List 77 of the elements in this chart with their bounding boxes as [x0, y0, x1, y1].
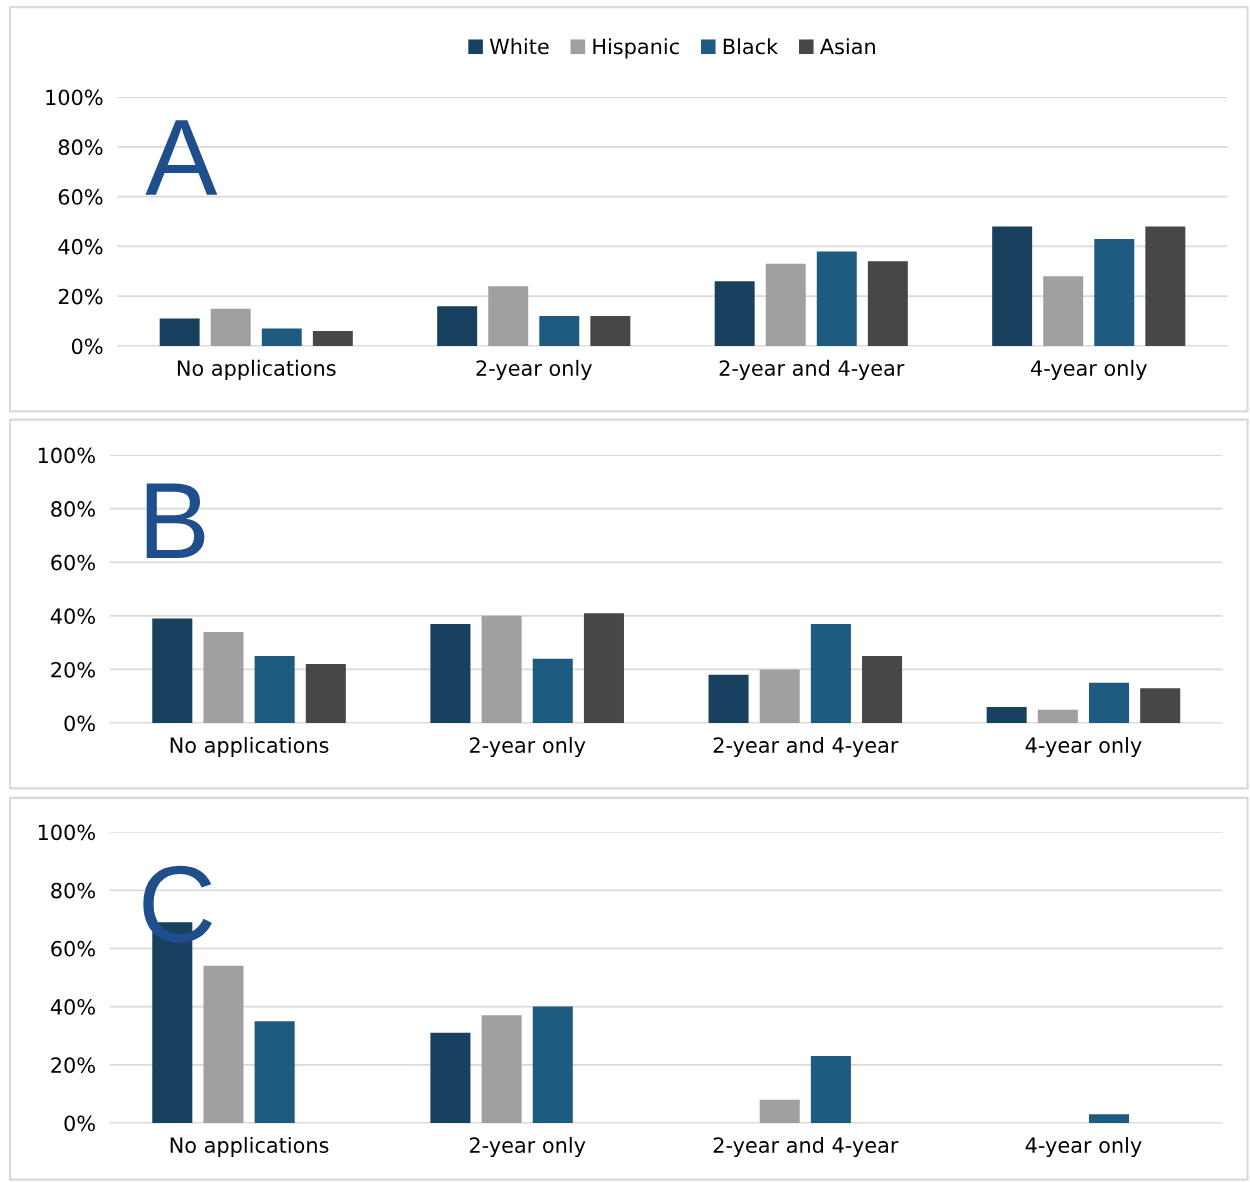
bar — [210, 308, 251, 346]
bar — [203, 965, 244, 1124]
y-tick-label: 40% — [50, 608, 95, 625]
bar — [539, 316, 580, 346]
bar — [430, 1032, 471, 1124]
bar — [867, 261, 908, 346]
bar — [759, 669, 800, 724]
bar — [1145, 226, 1186, 346]
bar — [159, 318, 200, 346]
bar — [532, 658, 573, 724]
annotation: B — [146, 483, 205, 559]
y-tick-label: 60% — [58, 189, 103, 205]
y-tick-label: 100% — [38, 824, 95, 841]
y-tick-label: 60% — [51, 940, 95, 957]
y-tick-label: 0% — [64, 715, 95, 732]
bar — [305, 664, 346, 724]
bar — [481, 1015, 522, 1124]
bar — [1043, 276, 1084, 346]
y-tick-label: 80% — [58, 139, 103, 156]
legend-label: White — [489, 38, 549, 55]
y-tick-label: 40% — [58, 238, 103, 255]
annotation: A — [145, 120, 218, 195]
bar — [583, 613, 624, 724]
bar — [1089, 682, 1130, 724]
y-tick-label: 80% — [51, 882, 95, 899]
bar — [430, 623, 471, 724]
x-tick-label: 2-year only — [469, 1136, 586, 1158]
bar — [590, 316, 631, 346]
bar — [765, 263, 806, 346]
x-tick-label: No applications — [170, 736, 329, 758]
bar — [261, 328, 302, 346]
bar — [532, 1006, 573, 1124]
bar — [1089, 1114, 1130, 1124]
bar — [1037, 709, 1078, 724]
x-tick-label: 2-year and 4-year — [713, 1136, 899, 1158]
y-tick-label: 20% — [51, 1057, 95, 1074]
y-tick-label: 40% — [50, 999, 95, 1015]
y-tick-label: 0% — [71, 338, 103, 355]
bar — [1140, 688, 1181, 724]
bar — [203, 631, 244, 724]
x-tick-label: 4-year only — [1025, 736, 1142, 758]
x-tick-label: 2-year only — [469, 736, 586, 758]
x-tick-label: No applications — [177, 359, 336, 381]
bar — [708, 674, 749, 724]
bar — [152, 618, 193, 724]
bar — [437, 306, 478, 346]
y-tick-label: 0% — [64, 1115, 95, 1132]
bar — [810, 1056, 851, 1124]
y-tick-label: 20% — [58, 288, 103, 305]
bar — [1094, 238, 1135, 346]
x-tick-label: 4-year only — [1025, 1136, 1142, 1158]
legend-label: Hispanic — [593, 38, 679, 59]
bar — [986, 706, 1027, 724]
y-tick-label: 60% — [51, 554, 95, 571]
legend-label: Asian — [819, 38, 875, 55]
y-tick-label: 100% — [46, 89, 103, 106]
legend-label: Black — [723, 38, 779, 55]
bar — [254, 1021, 295, 1124]
bar — [488, 286, 529, 346]
x-tick-label: 2-year and 4-year — [719, 359, 905, 381]
x-tick-label: No applications — [170, 1136, 329, 1158]
bar — [759, 1099, 800, 1124]
bar — [810, 623, 851, 724]
annotation: C — [143, 865, 212, 943]
bar — [714, 281, 755, 346]
y-tick-label: 100% — [38, 447, 95, 464]
bar — [862, 656, 903, 724]
bar — [481, 615, 522, 724]
x-tick-label: 2-year only — [476, 359, 592, 381]
bar — [816, 251, 857, 346]
x-tick-label: 4-year only — [1030, 359, 1147, 381]
y-tick-label: 20% — [51, 661, 95, 678]
bar — [312, 331, 353, 346]
y-tick-label: 80% — [51, 501, 95, 517]
x-tick-label: 2-year and 4-year — [713, 736, 899, 758]
bar — [254, 656, 295, 724]
bar — [992, 226, 1033, 346]
